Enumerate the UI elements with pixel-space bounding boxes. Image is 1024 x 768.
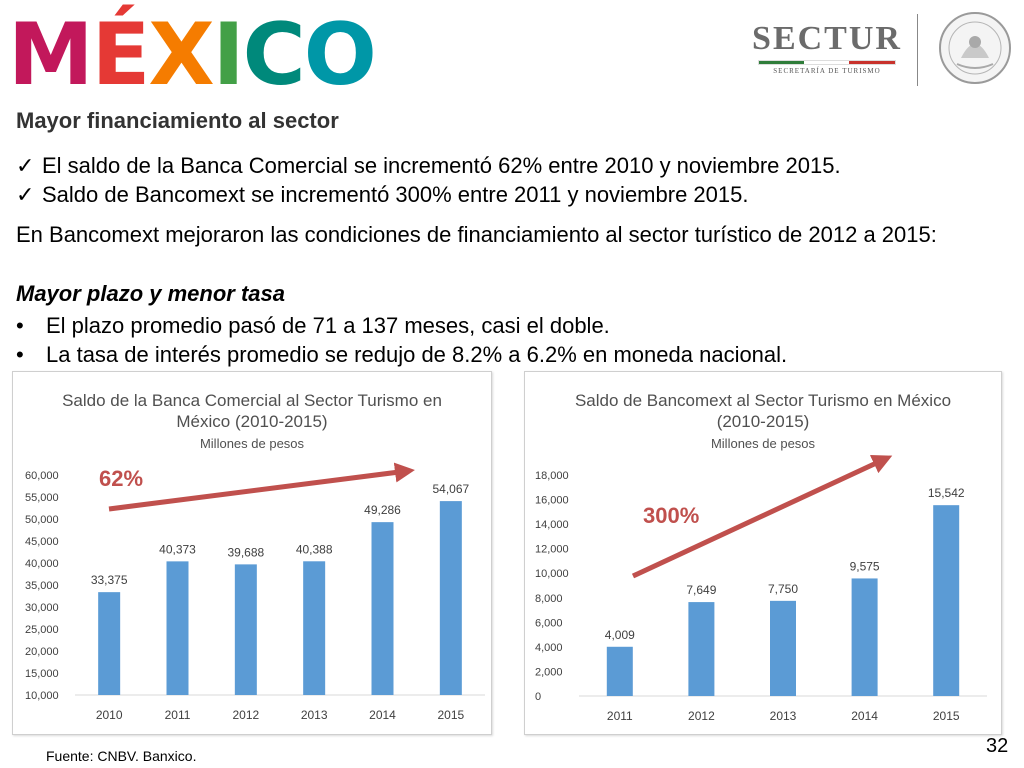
bullet-icon: •: [16, 342, 24, 367]
bar: [439, 501, 462, 695]
checkmark-icon: ✓: [16, 153, 35, 178]
y-tick-label: 20,000: [25, 646, 59, 658]
y-tick-label: 45,000: [25, 536, 59, 548]
bar-value-label: 49,286: [364, 503, 401, 517]
bar: [303, 561, 326, 695]
header-divider: [917, 14, 918, 86]
y-tick-label: 6,000: [535, 617, 563, 629]
source-note: Fuente: CNBV. Banxico.: [46, 748, 197, 764]
x-tick-label: 2013: [301, 708, 328, 722]
logo-letter: O: [303, 5, 377, 105]
x-tick-label: 2011: [165, 708, 191, 722]
x-tick-label: 2012: [232, 708, 259, 722]
bar-value-label: 7,750: [768, 582, 798, 596]
bar: [770, 600, 796, 696]
sectur-flag-rule: [758, 60, 896, 65]
commercial-bank-chart: Saldo de la Banca Comercial al Sector Tu…: [12, 371, 492, 735]
y-tick-label: 10,000: [25, 690, 59, 702]
bar: [98, 592, 121, 695]
chart-plot: 10,000 15,000 20,000 25,000 30,000 35,000 40,0…: [25, 462, 485, 722]
growth-arrow: [631, 454, 893, 579]
x-tick-label: 2014: [369, 708, 396, 722]
y-tick-label: 14,000: [535, 519, 569, 531]
bullet-text: La tasa de interés promedio se redujo de…: [46, 342, 788, 367]
check-item: ✓ Saldo de Bancomext se incrementó 300% e…: [16, 182, 748, 208]
x-tick-label: 2012: [688, 709, 715, 723]
x-tick-label: 2010: [96, 708, 123, 722]
bar-value-label: 15,542: [928, 486, 965, 500]
check-item-text: El saldo de la Banca Comercial se increm…: [42, 153, 841, 178]
x-tick-label: 2013: [770, 709, 797, 723]
y-tick-label: 15,000: [25, 668, 59, 680]
bar: [851, 578, 878, 696]
logo-letter: M: [8, 5, 94, 105]
chart-units: Millones de pesos: [199, 436, 305, 451]
bullet-icon: •: [16, 313, 24, 338]
bar: [933, 505, 960, 696]
growth-annotation: 62%: [99, 466, 143, 491]
x-tick-label: 2014: [851, 709, 878, 723]
check-item-text: Saldo de Bancomext se incrementó 300% en…: [42, 182, 749, 207]
y-tick-label: 4,000: [535, 642, 563, 654]
mexico-logo: MÉXICO: [8, 5, 377, 105]
logo-letter: X: [148, 5, 214, 105]
x-tick-label: 2015: [933, 709, 960, 723]
logo-letter: C: [242, 5, 306, 105]
y-tick-label: 55,000: [25, 492, 59, 504]
chart-units: Millones de pesos: [710, 436, 816, 451]
chart-title: Saldo de la Banca Comercial al Sector Tu…: [62, 391, 442, 431]
x-tick-label: 2011: [607, 709, 633, 723]
bar-value-label: 4,009: [605, 628, 635, 642]
sectur-logo: SECTUR SECRETARÍA DE TURISMO: [752, 20, 902, 80]
bullet-text: El plazo promedio pasó de 71 a 137 meses…: [46, 313, 610, 338]
y-tick-label: 2,000: [535, 666, 563, 678]
bancomext-chart: Saldo de Bancomext al Sector Turismo en …: [524, 371, 1002, 735]
bar: [166, 561, 189, 695]
section-subtitle: Mayor financiamiento al sector: [16, 108, 339, 133]
bar-value-label: 7,649: [686, 583, 716, 597]
bullet-item: • La tasa de interés promedio se redujo d…: [16, 341, 787, 369]
y-tick-label: 50,000: [25, 514, 59, 526]
x-tick-label: 2015: [437, 708, 464, 722]
sectur-name: SECTUR: [752, 20, 902, 57]
logo-letter: É: [91, 5, 151, 105]
bar: [606, 646, 633, 696]
logo-letter: I: [212, 5, 245, 105]
y-tick-label: 25,000: [25, 624, 59, 636]
bar: [688, 602, 715, 696]
y-tick-label: 10,000: [535, 568, 569, 580]
bar: [371, 522, 394, 695]
chart-plot: 0 2,000 4,000 6,000 8,000 10,000 12,000 14,000 1…: [535, 454, 987, 723]
bar-value-label: 54,067: [432, 482, 469, 496]
y-tick-label: 16,000: [535, 495, 569, 507]
bar-value-label: 33,375: [91, 573, 128, 587]
bar-value-label: 40,388: [296, 542, 333, 556]
check-item: ✓ El saldo de la Banca Comercial se incre…: [16, 153, 841, 179]
y-tick-label: 0: [535, 691, 541, 703]
y-tick-label: 40,000: [25, 558, 59, 570]
y-tick-label: 30,000: [25, 602, 59, 614]
y-tick-label: 35,000: [25, 580, 59, 592]
page-number: 32: [986, 735, 1009, 757]
y-tick-label: 18,000: [535, 470, 569, 482]
sectur-subtitle: SECRETARÍA DE TURISMO: [773, 67, 881, 75]
y-tick-label: 60,000: [25, 470, 59, 482]
bar-value-label: 40,373: [159, 542, 196, 556]
y-tick-label: 12,000: [535, 544, 569, 556]
growth-annotation: 300%: [643, 503, 699, 528]
bar: [234, 564, 257, 695]
emphasis-heading: Mayor plazo y menor tasa: [16, 281, 285, 306]
bullet-item: • El plazo promedio pasó de 71 a 137 mese…: [16, 312, 610, 340]
national-seal-icon: [939, 12, 1011, 84]
chart-title: Saldo de Bancomext al Sector Turismo en …: [574, 391, 952, 431]
intro-paragraph: En Bancomext mejoraron las condiciones d…: [16, 222, 937, 247]
checkmark-icon: ✓: [16, 182, 35, 207]
growth-arrow: [108, 462, 415, 512]
y-tick-label: 8,000: [535, 593, 563, 605]
bar-value-label: 9,575: [850, 559, 880, 573]
bar-value-label: 39,688: [227, 545, 264, 559]
